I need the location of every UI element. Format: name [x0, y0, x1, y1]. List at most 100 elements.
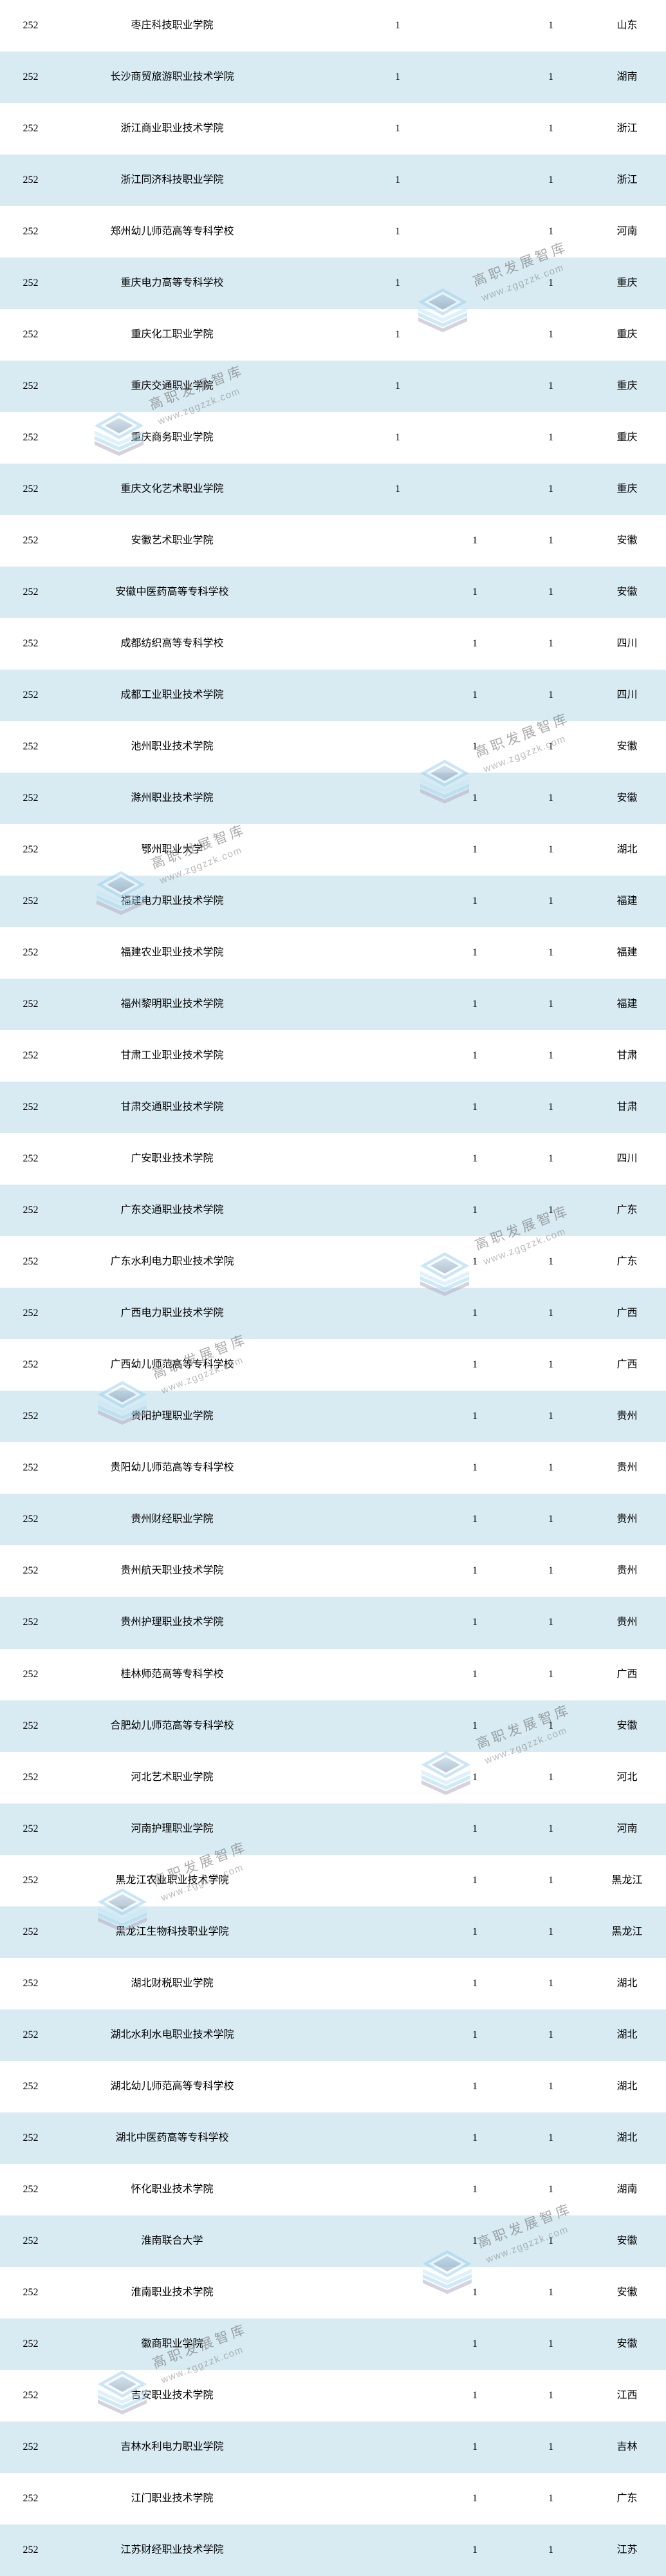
table-row: 252 重庆商务职业学院 1 1 重庆 [0, 412, 666, 464]
school-name-cell: 重庆交通职业学院 [131, 381, 214, 392]
province-cell: 广西 [616, 1359, 638, 1371]
province-cell: 广东 [616, 1205, 638, 1216]
award-c-cell: 1 [472, 1462, 477, 1474]
total-cell: 1 [548, 1256, 553, 1268]
province-cell: 湖北 [616, 844, 638, 856]
table-row: 252 福州黎明职业技术学院 1 1 福建 [0, 979, 666, 1031]
rank-cell: 252 [23, 1668, 39, 1680]
award-c-cell: 1 [472, 1102, 477, 1113]
rank-cell: 252 [23, 1050, 39, 1062]
total-cell: 1 [548, 20, 553, 31]
award-c-cell: 1 [472, 535, 477, 547]
school-name-cell: 广西电力职业技术学院 [120, 1308, 224, 1319]
rank-cell: 252 [23, 1617, 39, 1628]
award-c-cell: 1 [472, 947, 477, 959]
total-cell: 1 [548, 947, 553, 959]
school-name-cell: 甘肃交通职业技术学院 [120, 1102, 224, 1113]
rank-cell: 252 [23, 1153, 39, 1165]
province-cell: 四川 [616, 690, 638, 701]
province-cell: 广东 [616, 2492, 638, 2504]
table-row: 252 湖北幼儿师范高等专科学校 1 1 湖北 [0, 2060, 666, 2112]
rank-cell: 252 [23, 1462, 39, 1474]
award-c-cell: 1 [472, 690, 477, 701]
school-name-cell: 福建农业职业技术学院 [120, 947, 224, 959]
school-name-cell: 枣庄科技职业学院 [131, 20, 214, 31]
rank-cell: 252 [23, 1205, 39, 1216]
province-cell: 江西 [616, 2389, 638, 2401]
award-c-cell: 1 [472, 587, 477, 598]
total-cell: 1 [548, 2338, 553, 2349]
province-cell: 甘肃 [616, 1102, 638, 1113]
school-name-cell: 江苏财经职业技术学院 [120, 2544, 224, 2555]
province-cell: 浙江 [616, 174, 638, 186]
award-c-cell: 1 [472, 2544, 477, 2555]
award-c-cell: 1 [472, 2441, 477, 2452]
province-cell: 湖南 [616, 71, 638, 83]
total-cell: 1 [548, 1720, 553, 1731]
award-c-cell: 1 [472, 2286, 477, 2298]
school-name-cell: 淮南职业技术学院 [131, 2286, 214, 2298]
table-row: 252 贵州航天职业技术学院 1 1 贵州 [0, 1545, 666, 1597]
award-c-cell: 1 [472, 2389, 477, 2401]
school-name-cell: 湖北财税职业学院 [131, 1977, 214, 1989]
table-row: 252 黑龙江农业职业技术学院 1 1 黑龙江 [0, 1854, 666, 1906]
rank-cell: 252 [23, 2132, 39, 2143]
table-row: 252 贵州财经职业学院 1 1 贵州 [0, 1494, 666, 1546]
table-row: 252 郑州幼儿师范高等专科学校 1 1 河南 [0, 206, 666, 258]
province-cell: 安徽 [616, 2286, 638, 2298]
rank-cell: 252 [23, 1411, 39, 1422]
total-cell: 1 [548, 1462, 553, 1474]
school-name-cell: 广西幼儿师范高等专科学校 [110, 1359, 234, 1371]
award-c-cell: 1 [472, 1720, 477, 1731]
total-cell: 1 [548, 1565, 553, 1577]
table-row: 252 徽商职业学院 1 1 安徽 [0, 2318, 666, 2370]
award-c-cell: 1 [472, 1823, 477, 1834]
rank-cell: 252 [23, 1771, 39, 1783]
table-row: 252 吉林水利电力职业学院 1 1 吉林 [0, 2421, 666, 2473]
rank-cell: 252 [23, 1720, 39, 1731]
total-cell: 1 [548, 1514, 553, 1525]
school-name-cell: 福州黎明职业技术学院 [120, 999, 224, 1010]
province-cell: 湖南 [616, 2183, 638, 2195]
table-row: 252 成都纺织高等专科学校 1 1 四川 [0, 618, 666, 670]
table-row: 252 长沙商贸旅游职业技术学院 1 1 湖南 [0, 52, 666, 104]
total-cell: 1 [548, 844, 553, 856]
province-cell: 重庆 [616, 381, 638, 392]
province-cell: 湖北 [616, 2029, 638, 2040]
school-name-cell: 广东水利电力职业技术学院 [110, 1256, 234, 1268]
school-name-cell: 湖北幼儿师范高等专科学校 [110, 2080, 234, 2092]
rank-cell: 252 [23, 1308, 39, 1319]
award-c-cell: 1 [472, 1617, 477, 1628]
rank-cell: 252 [23, 71, 39, 83]
award-c-cell: 1 [472, 741, 477, 753]
table-row: 252 安徽中医药高等专科学校 1 1 安徽 [0, 567, 666, 619]
total-cell: 1 [548, 1050, 553, 1062]
total-cell: 1 [548, 432, 553, 444]
province-cell: 福建 [616, 947, 638, 959]
award-c-cell: 1 [472, 2132, 477, 2143]
table-row: 252 广东交通职业技术学院 1 1 广东 [0, 1185, 666, 1237]
school-name-cell: 淮南联合大学 [141, 2235, 203, 2246]
total-cell: 1 [548, 381, 553, 392]
total-cell: 1 [548, 1359, 553, 1371]
school-name-cell: 广东交通职业技术学院 [120, 1205, 224, 1216]
rank-cell: 252 [23, 2286, 39, 2298]
award-b-cell: 1 [395, 123, 400, 135]
table-row: 252 湖北水利水电职业技术学院 1 1 湖北 [0, 2009, 666, 2061]
total-cell: 1 [548, 1823, 553, 1834]
rank-cell: 252 [23, 999, 39, 1010]
total-cell: 1 [548, 896, 553, 907]
total-cell: 1 [548, 1977, 553, 1989]
school-name-cell: 贵州财经职业学院 [131, 1514, 214, 1525]
school-name-cell: 广安职业技术学院 [131, 1153, 214, 1165]
rank-cell: 252 [23, 1874, 39, 1886]
rank-cell: 252 [23, 2389, 39, 2401]
province-cell: 湖北 [616, 2132, 638, 2143]
school-name-cell: 长沙商贸旅游职业技术学院 [110, 71, 234, 83]
award-c-cell: 1 [472, 2338, 477, 2349]
table-row: 252 重庆文化艺术职业学院 1 1 重庆 [0, 464, 666, 516]
award-c-cell: 1 [472, 1771, 477, 1783]
rank-cell: 252 [23, 484, 39, 495]
